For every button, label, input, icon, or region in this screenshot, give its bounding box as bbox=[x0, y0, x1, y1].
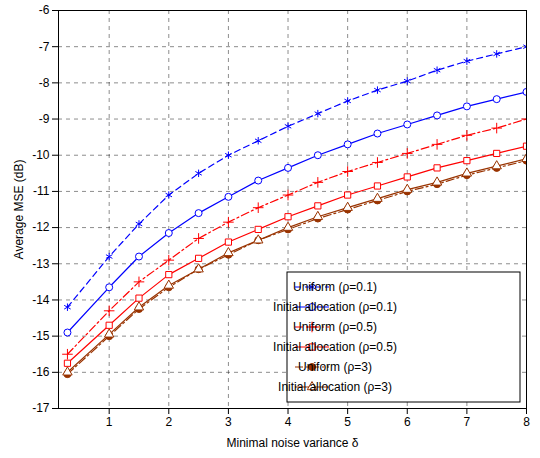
svg-text:Minimal noise variance δ: Minimal noise variance δ bbox=[226, 436, 358, 450]
svg-text:8: 8 bbox=[523, 415, 530, 429]
svg-text:-16: -16 bbox=[32, 365, 50, 379]
svg-text:Initial allocation (ρ=0.5): Initial allocation (ρ=0.5) bbox=[273, 340, 397, 354]
svg-text:-13: -13 bbox=[32, 257, 50, 271]
svg-text:Average MSE (dB): Average MSE (dB) bbox=[12, 160, 26, 260]
svg-text:-10: -10 bbox=[32, 148, 50, 162]
svg-text:-17: -17 bbox=[32, 401, 50, 415]
svg-text:Initial allocation (ρ=3): Initial allocation (ρ=3) bbox=[278, 380, 392, 394]
svg-text:1: 1 bbox=[106, 415, 113, 429]
svg-text:-14: -14 bbox=[32, 293, 50, 307]
svg-text:-6: -6 bbox=[39, 3, 50, 17]
svg-text:7: 7 bbox=[464, 415, 471, 429]
svg-text:-7: -7 bbox=[39, 40, 50, 54]
svg-text:Initial allocation (ρ=0.1): Initial allocation (ρ=0.1) bbox=[273, 300, 397, 314]
svg-text:Uniform (ρ=0.5): Uniform (ρ=0.5) bbox=[293, 320, 377, 334]
svg-text:2: 2 bbox=[165, 415, 172, 429]
svg-text:Uniform (ρ=3): Uniform (ρ=3) bbox=[298, 360, 372, 374]
svg-text:-15: -15 bbox=[32, 329, 50, 343]
svg-text:5: 5 bbox=[344, 415, 351, 429]
svg-text:3: 3 bbox=[225, 415, 232, 429]
svg-text:-9: -9 bbox=[39, 112, 50, 126]
svg-text:Uniform (ρ=0.1): Uniform (ρ=0.1) bbox=[293, 280, 377, 294]
svg-text:-11: -11 bbox=[33, 184, 50, 198]
svg-text:-12: -12 bbox=[32, 220, 50, 234]
svg-text:6: 6 bbox=[404, 415, 411, 429]
svg-text:4: 4 bbox=[285, 415, 292, 429]
svg-text:-8: -8 bbox=[39, 76, 50, 90]
